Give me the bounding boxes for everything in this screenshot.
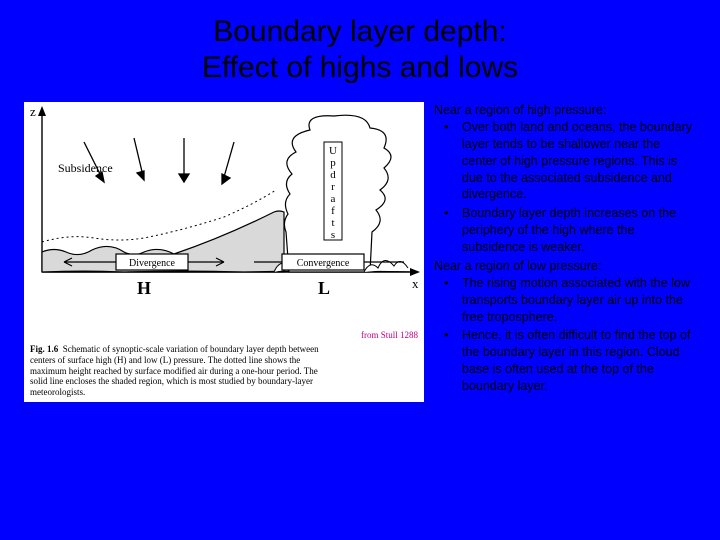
high-heading: Near a region of high pressure: <box>434 102 696 119</box>
figure-caption-label: Fig. 1.6 <box>30 344 58 354</box>
svg-text:t: t <box>331 217 334 229</box>
label-subsidence: Subsidence <box>58 161 113 175</box>
list-item: The rising motion associated with the lo… <box>434 275 696 326</box>
list-item: Over both land and oceans, the boundary … <box>434 119 696 203</box>
slide: Boundary layer depth: Effect of highs an… <box>0 0 720 540</box>
text-column: Near a region of high pressure: Over bot… <box>434 102 696 528</box>
content-row: z x <box>24 102 696 528</box>
figure-column: z x <box>24 102 424 528</box>
list-item: Boundary layer depth increases on the pe… <box>434 205 696 256</box>
svg-text:f: f <box>331 205 335 217</box>
label-high: H <box>137 278 151 298</box>
svg-text:r: r <box>331 181 335 193</box>
list-item: Hence, it is often difficult to find the… <box>434 327 696 395</box>
svg-text:U: U <box>329 145 337 157</box>
slide-title: Boundary layer depth: Effect of highs an… <box>24 14 696 86</box>
figure-caption: Fig. 1.6 Schematic of synoptic-scale var… <box>30 344 330 398</box>
svg-text:p: p <box>330 157 336 169</box>
label-low: L <box>318 278 330 298</box>
figure: z x <box>24 102 424 402</box>
title-line-1: Boundary layer depth: <box>213 15 507 48</box>
low-bullets: The rising motion associated with the lo… <box>434 275 696 395</box>
svg-text:a: a <box>331 193 336 205</box>
label-convergence: Convergence <box>297 258 350 269</box>
label-divergence: Divergence <box>129 258 175 269</box>
svg-text:d: d <box>330 169 336 181</box>
svg-text:s: s <box>331 229 335 241</box>
title-line-2: Effect of highs and lows <box>202 51 518 84</box>
low-heading: Near a region of low pressure: <box>434 258 696 275</box>
figure-citation: from Stull 1288 <box>361 330 418 340</box>
svg-text:x: x <box>412 276 419 291</box>
figure-caption-text: Schematic of synoptic-scale variation of… <box>30 344 319 397</box>
svg-text:z: z <box>30 104 36 119</box>
high-bullets: Over both land and oceans, the boundary … <box>434 119 696 256</box>
